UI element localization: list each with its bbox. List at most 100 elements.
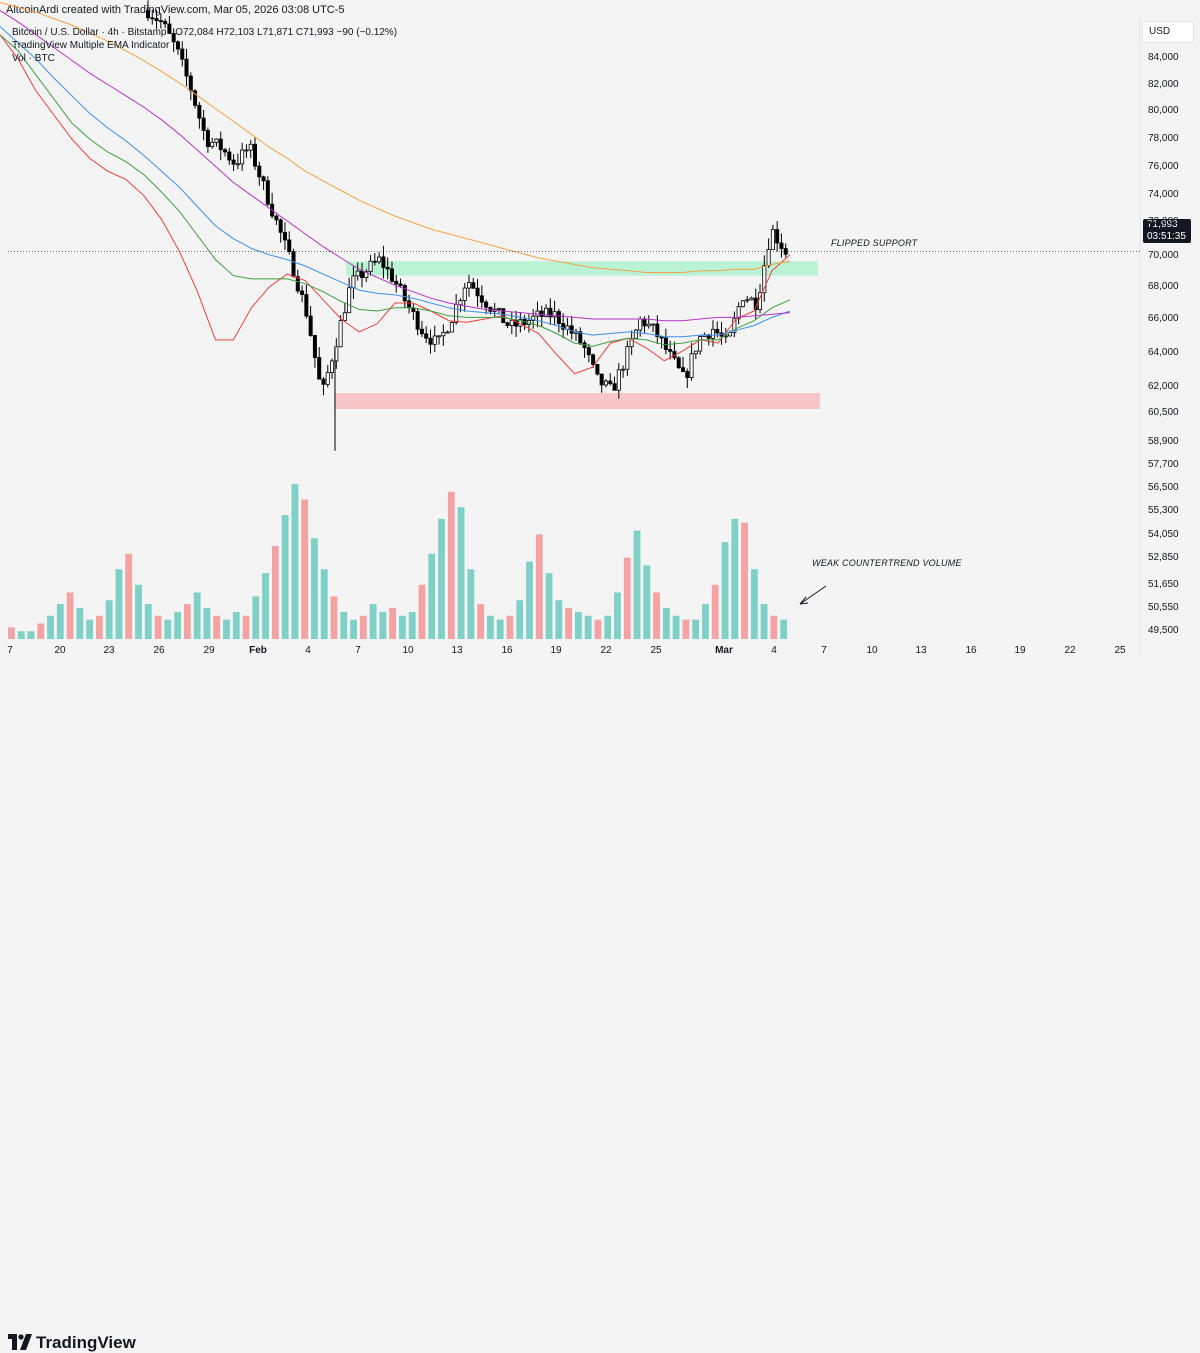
candle-body bbox=[621, 368, 626, 371]
candle-body bbox=[308, 315, 313, 336]
candle-body bbox=[261, 176, 266, 182]
candle-body bbox=[715, 328, 720, 334]
price-tick-label: 82,000 bbox=[1148, 79, 1179, 90]
candle-body bbox=[223, 149, 228, 153]
candle-body bbox=[227, 151, 232, 161]
volume-bar bbox=[359, 615, 367, 639]
date-tick-label: 10 bbox=[402, 645, 414, 656]
volume-bar bbox=[741, 522, 748, 639]
volume-bar bbox=[604, 615, 612, 639]
candle-body bbox=[603, 380, 608, 386]
candle-body bbox=[779, 242, 784, 249]
volume-bar bbox=[105, 600, 113, 639]
candle-body bbox=[676, 357, 681, 369]
volume-bar bbox=[56, 604, 64, 639]
candle-body bbox=[214, 138, 219, 143]
volume-bar bbox=[467, 569, 475, 639]
candle-body bbox=[210, 142, 215, 147]
candle-body bbox=[655, 323, 660, 338]
volume-bar bbox=[291, 484, 299, 639]
candle-body bbox=[338, 320, 343, 348]
candle-body bbox=[698, 336, 703, 352]
candle-body bbox=[608, 380, 613, 385]
volume-bar bbox=[584, 615, 592, 639]
date-tick-label: 19 bbox=[550, 645, 562, 656]
price-tick-label: 62,000 bbox=[1148, 381, 1179, 392]
date-tick-label: 4 bbox=[305, 645, 311, 656]
candle-body bbox=[612, 383, 617, 391]
candle-body bbox=[167, 23, 172, 34]
volume-bar bbox=[37, 623, 45, 639]
candle-body bbox=[732, 318, 737, 333]
volume-bar bbox=[330, 596, 338, 639]
candle-body bbox=[710, 328, 715, 339]
volume-bar bbox=[780, 619, 788, 639]
candle-body bbox=[150, 17, 155, 20]
candle-body bbox=[569, 325, 574, 334]
candle-body bbox=[616, 369, 621, 391]
candle-body bbox=[762, 265, 767, 294]
candle-body bbox=[462, 287, 467, 301]
volume-bar bbox=[418, 584, 426, 639]
volume-bar bbox=[76, 608, 84, 639]
candle-body bbox=[544, 307, 549, 317]
date-tick-label: 13 bbox=[915, 645, 927, 656]
volume-bar bbox=[447, 491, 455, 639]
volume-bar bbox=[438, 518, 445, 639]
candle-body bbox=[539, 310, 544, 317]
candle-body bbox=[642, 318, 647, 327]
date-tick-label: Feb bbox=[249, 645, 267, 656]
candle-body bbox=[428, 337, 433, 345]
candle-body bbox=[377, 256, 382, 263]
volume-bar bbox=[223, 619, 230, 639]
candle-body bbox=[595, 364, 600, 375]
volume-bar bbox=[262, 573, 269, 639]
volume-bar bbox=[340, 611, 348, 639]
price-chart[interactable] bbox=[0, 0, 1200, 704]
footer: TradingView bbox=[0, 660, 1200, 1352]
volume-bar bbox=[428, 553, 436, 639]
candle-body bbox=[402, 285, 407, 302]
tradingview-logo-icon bbox=[8, 1334, 32, 1350]
volume-bar bbox=[555, 600, 563, 639]
candle-body bbox=[201, 117, 206, 131]
volume-bar bbox=[144, 604, 152, 639]
volume-bar bbox=[662, 608, 670, 639]
candle-body bbox=[668, 349, 673, 352]
brand-name[interactable]: TradingView bbox=[36, 1333, 136, 1352]
candle-body bbox=[188, 75, 193, 92]
legend-symbol-line[interactable]: Bitcoin / U.S. Dollar · 4h · Bitstamp O7… bbox=[12, 26, 397, 39]
volume-bar bbox=[350, 619, 357, 639]
legend-ohlc: O72,084 H72,103 L71,871 C71,993 −90 (−0.… bbox=[175, 27, 398, 38]
volume-bar bbox=[672, 615, 680, 639]
candle-body bbox=[509, 320, 514, 326]
candle-body bbox=[278, 219, 283, 233]
ema-line-5 bbox=[0, 2, 791, 273]
volume-bar bbox=[193, 592, 201, 639]
candle-body bbox=[381, 256, 386, 268]
flipped-support-label: FLIPPED SUPPORT bbox=[831, 238, 918, 248]
candle-body bbox=[171, 33, 176, 43]
date-tick-label: 4 bbox=[771, 645, 777, 656]
candle-body bbox=[312, 335, 317, 358]
candle-body bbox=[231, 159, 236, 165]
candle-body bbox=[561, 323, 566, 330]
price-tick-label: 54,050 bbox=[1148, 529, 1179, 540]
volume-bar bbox=[643, 565, 651, 639]
candle-body bbox=[372, 260, 377, 263]
volume-bar bbox=[320, 569, 328, 639]
candle-body bbox=[531, 315, 536, 321]
legend-indicator[interactable]: TradingView Multiple EMA Indicator bbox=[12, 40, 170, 51]
volume-bar bbox=[408, 611, 416, 639]
currency-button[interactable]: USD bbox=[1143, 22, 1193, 42]
ema-line-1 bbox=[0, 34, 791, 375]
legend-symbol[interactable]: Bitcoin / U.S. Dollar · 4h · Bitstamp bbox=[12, 27, 167, 38]
date-tick-label: 22 bbox=[600, 645, 612, 656]
candle-body bbox=[745, 299, 750, 302]
volume-bar bbox=[213, 615, 221, 639]
volume-bar bbox=[125, 553, 133, 639]
legend-volume[interactable]: Vol · BTC bbox=[12, 53, 55, 64]
volume-bar bbox=[301, 499, 309, 639]
candle-body bbox=[205, 130, 210, 147]
volume-bar bbox=[135, 584, 142, 639]
